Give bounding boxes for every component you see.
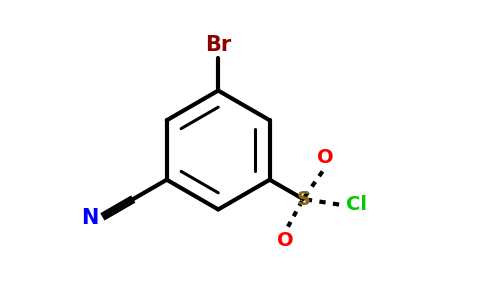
- Text: O: O: [317, 148, 334, 167]
- Text: Br: Br: [205, 35, 231, 56]
- Text: Cl: Cl: [346, 196, 367, 214]
- Text: O: O: [277, 231, 294, 250]
- Text: S: S: [296, 190, 310, 208]
- Text: N: N: [81, 208, 98, 228]
